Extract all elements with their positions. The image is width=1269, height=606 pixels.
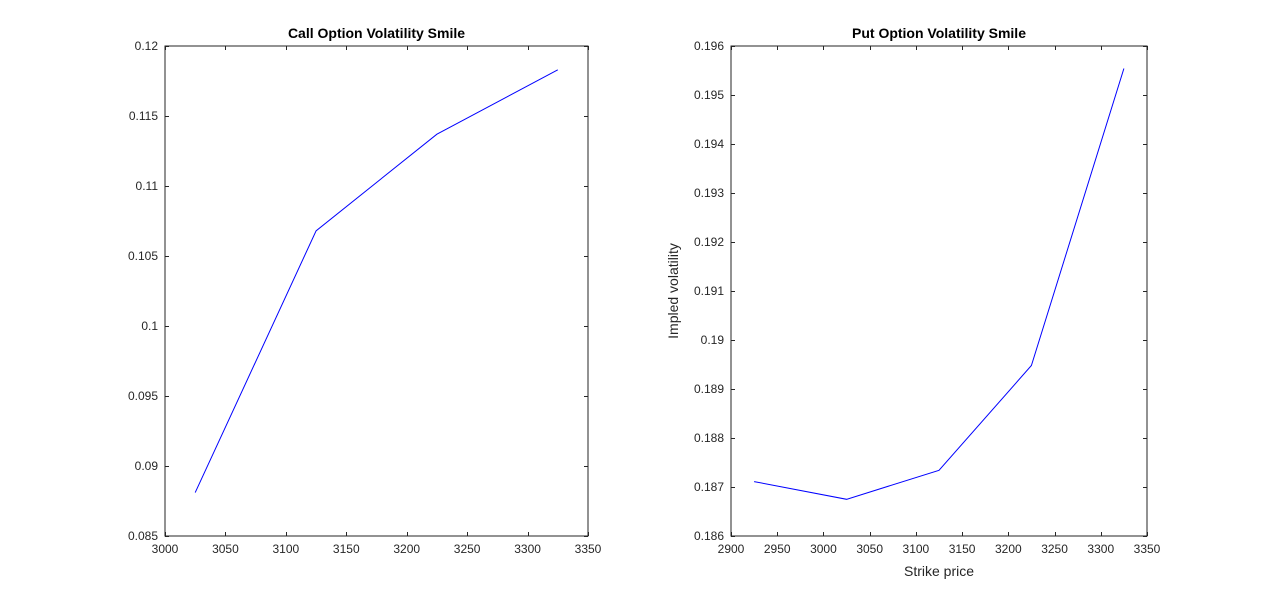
y-tick-label: 0.085 <box>128 529 158 543</box>
y-tick-label: 0.115 <box>129 109 158 123</box>
chart-title: Put Option Volatility Smile <box>852 25 1026 41</box>
y-tick-label: 0.193 <box>694 186 724 200</box>
x-tick-label: 3250 <box>454 542 481 556</box>
x-tick-label: 2950 <box>764 542 791 556</box>
y-tick-label: 0.196 <box>694 39 724 53</box>
y-tick-label: 0.191 <box>694 284 724 298</box>
x-tick-label: 3150 <box>949 542 976 556</box>
y-tick-label: 0.192 <box>694 235 724 249</box>
series-line <box>754 68 1125 500</box>
y-axis-label: Impled volatility <box>665 243 681 339</box>
x-tick-label: 3050 <box>212 542 239 556</box>
x-tick-label: 3350 <box>575 542 602 556</box>
y-tick-label: 0.189 <box>694 382 724 396</box>
x-tick-label: 3000 <box>152 542 179 556</box>
y-tick-label: 0.09 <box>135 459 159 473</box>
x-tick-label: 3150 <box>333 542 360 556</box>
axes-box <box>730 45 1148 537</box>
x-tick-label: 3100 <box>273 542 300 556</box>
y-tick-label: 0.11 <box>136 179 159 193</box>
x-tick-label: 3300 <box>1087 542 1114 556</box>
y-tick-label: 0.188 <box>694 431 724 445</box>
x-tick-label: 3200 <box>995 542 1022 556</box>
x-tick-label: 3350 <box>1134 542 1161 556</box>
x-tick-label: 3250 <box>1041 542 1068 556</box>
series-line <box>194 69 559 493</box>
y-tick-label: 0.1 <box>141 319 158 333</box>
y-tick-label: 0.12 <box>135 39 159 53</box>
y-tick-label: 0.186 <box>694 529 724 543</box>
y-tick-label: 0.105 <box>128 249 158 263</box>
put-volatility-chart: 2900 2950 3000 3050 3100 3150 3200 3250 3300 3350… <box>665 25 1161 579</box>
y-tick-label: 0.195 <box>694 88 724 102</box>
chart-title: Call Option Volatility Smile <box>288 25 465 41</box>
call-volatility-chart: 3000 3050 3100 3150 3200 3250 3300 3350 0.085 0.0… <box>128 25 602 556</box>
x-tick-label: 3100 <box>903 542 930 556</box>
axes-box <box>164 45 589 537</box>
y-tick-label: 0.194 <box>694 137 724 151</box>
y-tick-label: 0.095 <box>128 389 158 403</box>
x-tick-label: 3050 <box>856 542 883 556</box>
x-tick-label: 3200 <box>393 542 420 556</box>
x-tick-label: 3300 <box>514 542 541 556</box>
y-tick-label: 0.19 <box>701 333 725 347</box>
y-tick-label: 0.187 <box>694 480 724 494</box>
x-axis-label: Strike price <box>904 563 974 579</box>
x-tick-label: 3000 <box>810 542 837 556</box>
x-tick-label: 2900 <box>718 542 745 556</box>
